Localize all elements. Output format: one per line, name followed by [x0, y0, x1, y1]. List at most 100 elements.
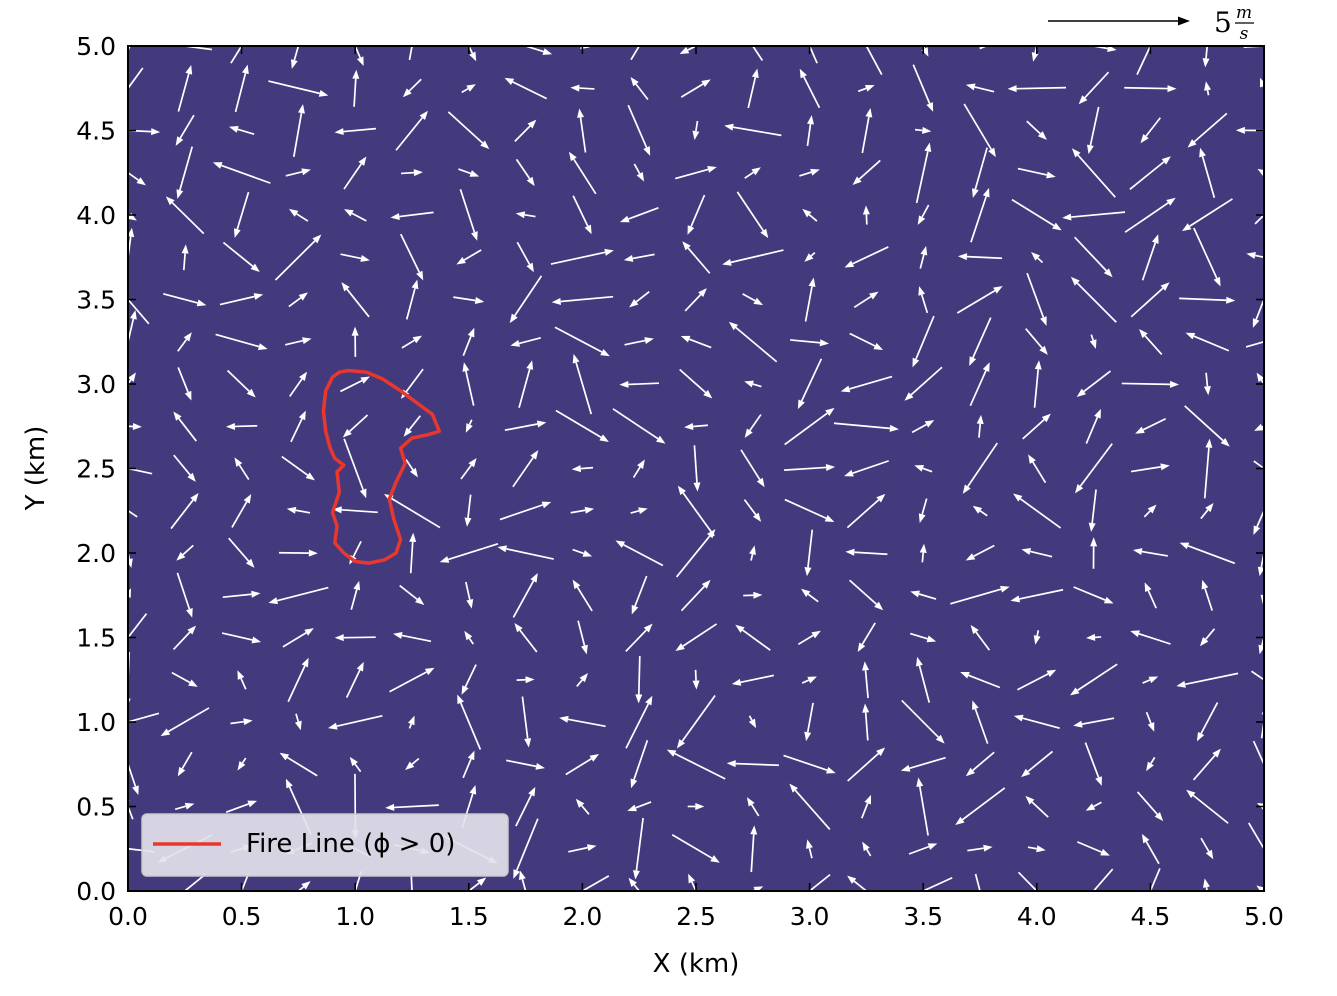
wind-arrow-shaft [226, 369, 250, 392]
wind-arrow-head [979, 898, 986, 908]
wind-arrow-head [804, 566, 812, 577]
wind-arrow-shaft [401, 339, 415, 349]
wind-arrow-head [466, 84, 476, 92]
wind-arrow-shaft [221, 164, 271, 184]
wind-arrow-head [1095, 776, 1102, 786]
wind-arrow-head [1257, 566, 1264, 577]
wind-arrow-head [541, 501, 552, 509]
wind-arrow-head [1073, 720, 1083, 728]
wind-arrow-head [390, 213, 400, 221]
wind-arrow [844, 246, 889, 268]
wind-arrow [551, 295, 614, 305]
wind-arrow-shaft [972, 317, 992, 359]
wind-arrow-shaft [1124, 86, 1168, 90]
wind-arrow-head [1259, 77, 1264, 88]
wind-arrow [861, 108, 873, 154]
wind-arrow-head [656, 435, 666, 444]
wind-arrow [1089, 334, 1097, 349]
wind-arrow-head [385, 803, 395, 811]
wind-arrow-head [1140, 133, 1149, 144]
wind-arrow [457, 694, 482, 750]
wind-arrow-head [411, 279, 419, 290]
wind-arrow [862, 841, 872, 857]
wind-arrow-shaft [847, 752, 880, 782]
wind-arrow-shaft [1124, 202, 1169, 233]
wind-arrow [726, 760, 779, 768]
wind-arrow [1070, 276, 1117, 323]
wind-arrow-head [751, 68, 759, 79]
wind-arrow-shaft [912, 64, 931, 104]
wind-arrow-shaft [750, 834, 755, 873]
wind-arrow-shaft [740, 674, 774, 684]
wind-arrow [464, 630, 475, 645]
wind-arrow [515, 158, 535, 187]
wind-arrow [912, 64, 934, 112]
wind-arrow-shaft [1026, 120, 1041, 135]
wind-arrow-head [698, 288, 707, 298]
wind-arrow-shaft [695, 120, 699, 132]
wind-arrow [735, 624, 771, 651]
wind-arrow-shaft [1265, 807, 1271, 810]
wind-arrow-head [474, 297, 485, 304]
wind-arrow-head [960, 672, 970, 679]
wind-arrow-head [927, 843, 938, 850]
wind-arrow-head [285, 778, 293, 789]
wind-arrow [1252, 740, 1264, 767]
wind-arrow-shaft [467, 494, 472, 518]
wind-arrow-shaft [974, 86, 995, 93]
wind-arrow-head [514, 623, 523, 633]
wind-arrow-head [914, 465, 924, 472]
wind-arrow-shaft [389, 671, 427, 693]
wind-arrow [740, 449, 765, 488]
wind-arrow [790, 339, 830, 347]
wind-arrow [1186, 789, 1229, 824]
wind-arrow-head [1040, 316, 1047, 326]
wind-arrow [1092, 868, 1114, 891]
wind-arrow-shaft [743, 499, 757, 516]
wind-arrow-shaft [565, 758, 592, 776]
wind-arrow-shaft [740, 449, 761, 481]
wind-arrow-head [1041, 413, 1051, 423]
wind-arrow-shaft [570, 509, 586, 514]
wind-arrow-shaft [230, 46, 243, 64]
wind-arrow-head [600, 348, 610, 357]
wind-arrow-shaft [691, 881, 697, 891]
wind-arrow [513, 818, 539, 879]
wind-arrow-head [1147, 504, 1157, 514]
wind-arrow-shaft [1027, 750, 1054, 773]
wind-arrow-head [301, 168, 311, 176]
wind-arrow-shaft [975, 631, 991, 651]
wind-arrow-head [403, 427, 413, 437]
wind-arrow-shaft [394, 804, 439, 809]
wind-arrow [453, 296, 485, 304]
wind-arrow-head [480, 140, 490, 150]
wind-arrow-head [808, 277, 816, 288]
wind-arrow-shaft [1261, 634, 1264, 646]
wind-arrow-head [360, 376, 371, 384]
wind-arrow [1202, 46, 1210, 68]
wind-arrow-head [132, 785, 139, 795]
wind-arrow-head [525, 676, 535, 684]
wind-arrow-head [1252, 318, 1260, 328]
wind-arrow [181, 244, 189, 271]
wind-arrow [1193, 227, 1221, 287]
wind-arrow-shaft [240, 678, 247, 690]
wind-arrow-head [571, 465, 582, 473]
wind-arrow [407, 715, 415, 729]
wind-arrow-shaft [1184, 672, 1239, 686]
wind-arrow-shaft [1200, 837, 1210, 852]
wind-arrow-shaft [555, 409, 602, 439]
wind-arrow-shaft [735, 762, 779, 767]
wind-arrow [285, 168, 311, 177]
wind-arrow-shaft [783, 754, 828, 772]
wind-arrow-shaft [399, 233, 421, 273]
wind-arrow [128, 298, 150, 325]
wind-arrow [797, 630, 821, 646]
wind-arrow-shaft [340, 253, 362, 260]
wind-arrow-head [151, 128, 161, 136]
wind-arrow [405, 757, 420, 771]
wind-arrow-shaft [447, 111, 484, 144]
wind-arrow-shaft [974, 873, 981, 891]
wind-arrow [1086, 633, 1102, 641]
wind-arrow [1201, 579, 1214, 611]
